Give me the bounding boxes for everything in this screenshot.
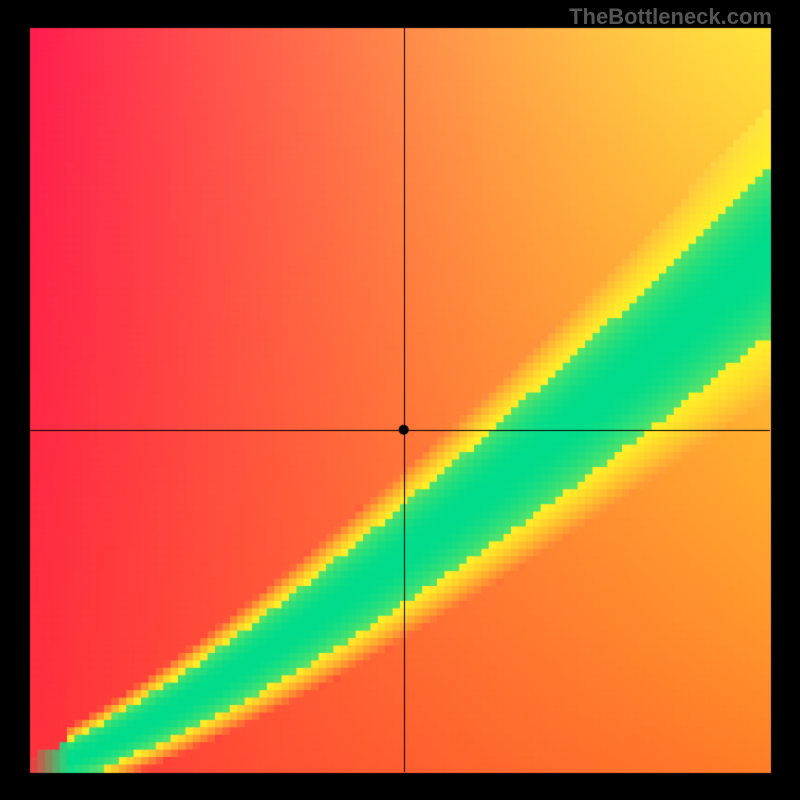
bottleneck-heatmap	[0, 0, 800, 800]
chart-container: TheBottleneck.com	[0, 0, 800, 800]
watermark-text: TheBottleneck.com	[569, 4, 772, 30]
